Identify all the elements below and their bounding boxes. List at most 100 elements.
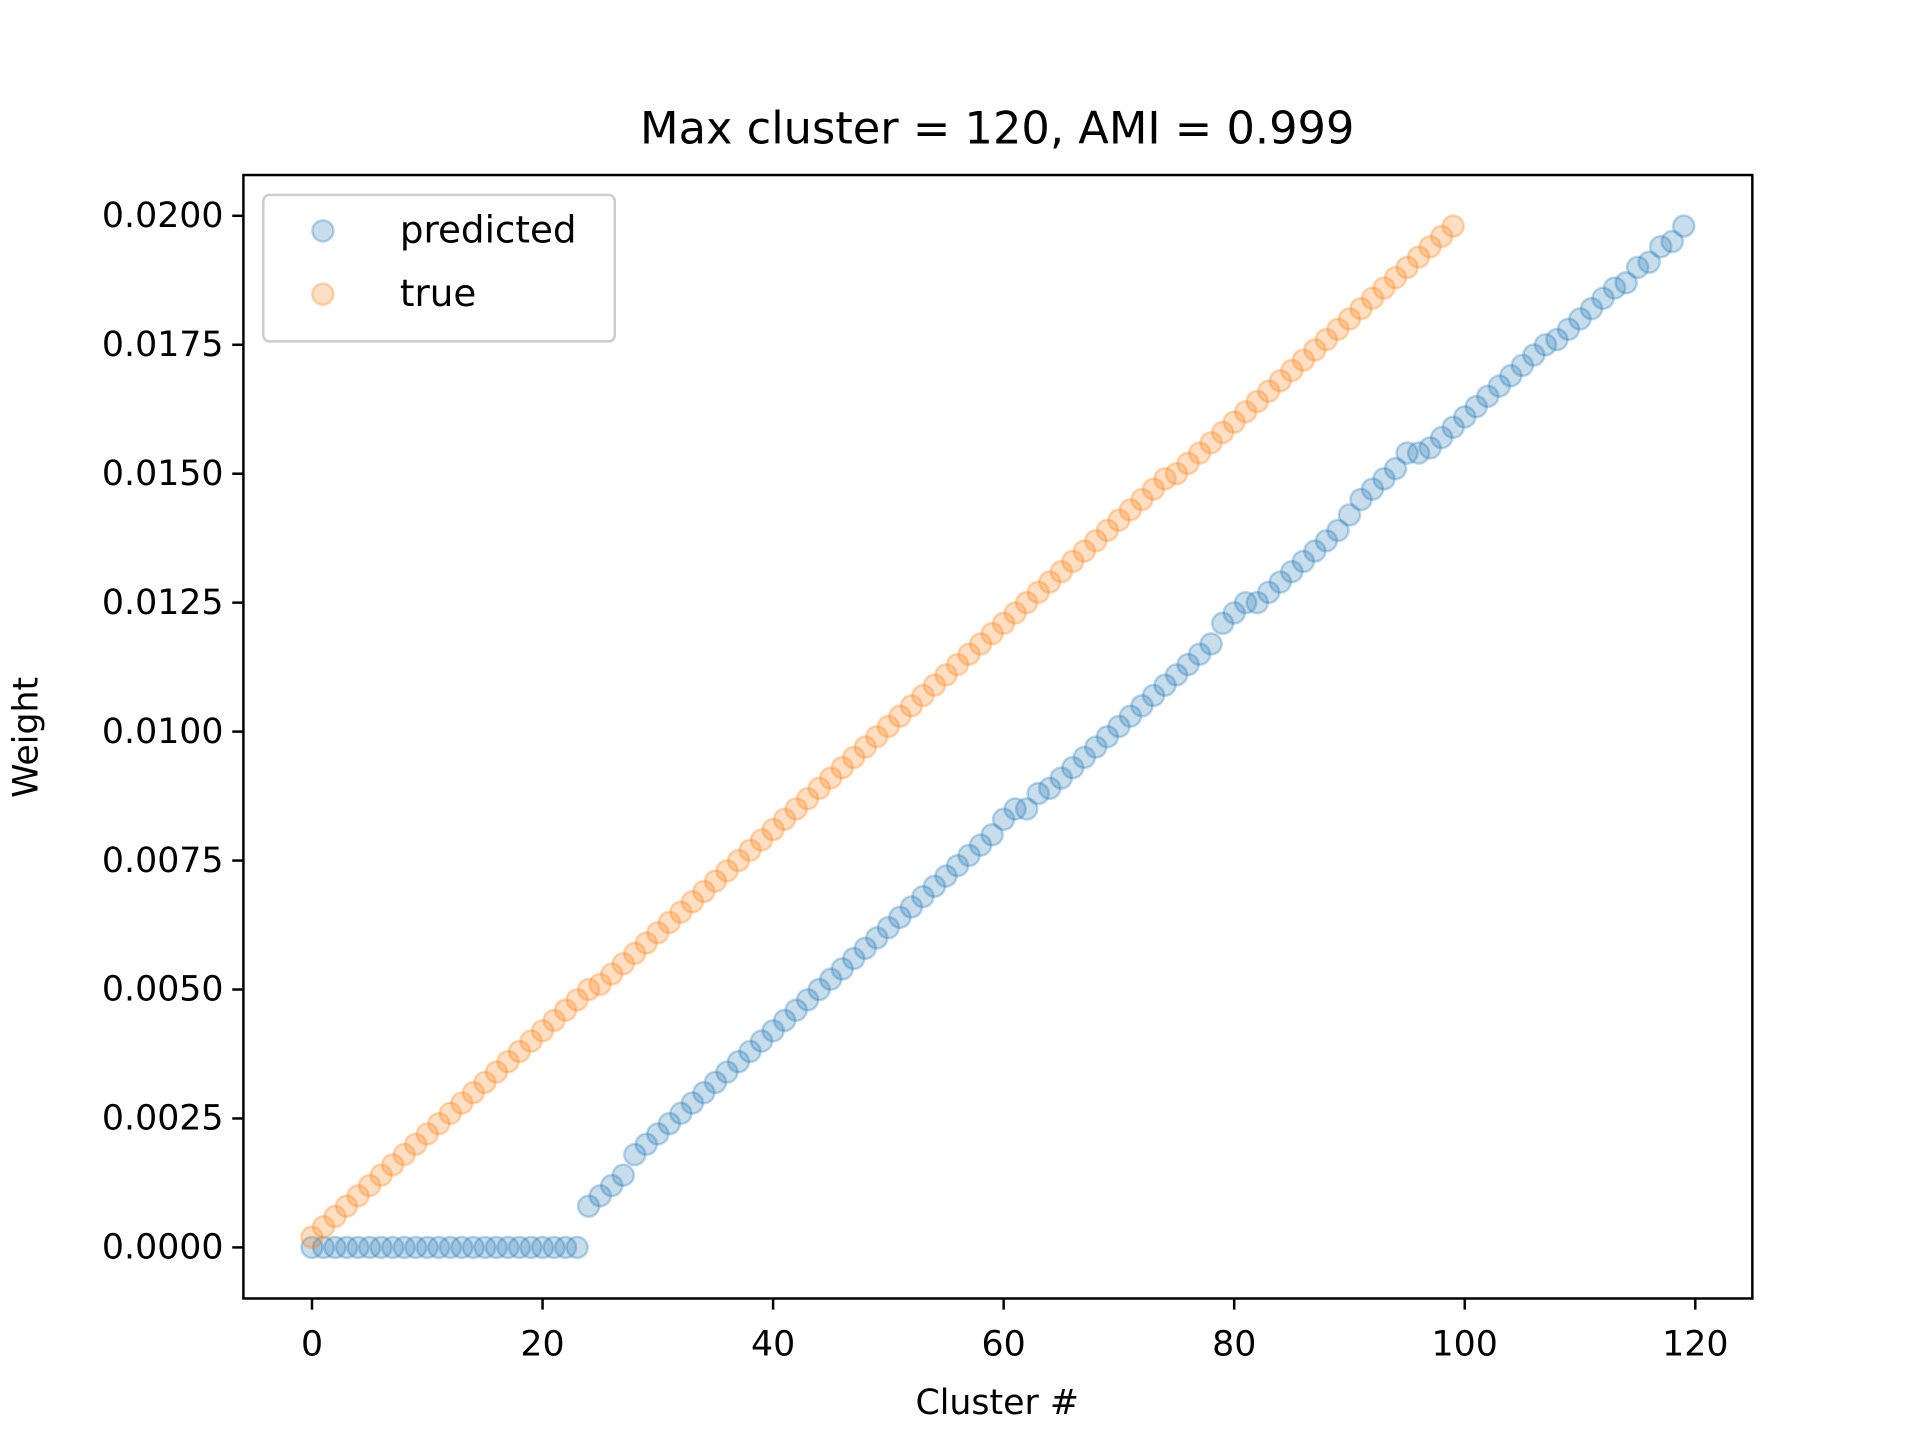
y-tick-label: 0.0125 — [102, 583, 224, 623]
point — [1187, 441, 1212, 465]
point — [865, 926, 889, 950]
point — [646, 920, 670, 945]
point — [1153, 467, 1177, 491]
point — [380, 1153, 405, 1177]
point — [888, 704, 912, 728]
point — [1441, 214, 1466, 238]
point — [300, 1235, 324, 1260]
point — [1268, 369, 1293, 393]
point — [1291, 549, 1316, 574]
point — [1326, 518, 1350, 543]
point — [865, 724, 889, 749]
point — [1579, 296, 1604, 321]
point — [715, 859, 739, 883]
point — [1395, 255, 1419, 280]
point — [622, 1142, 647, 1167]
point — [346, 1184, 370, 1208]
point — [622, 941, 647, 966]
point — [1522, 343, 1546, 367]
point — [450, 1235, 474, 1260]
point — [1233, 400, 1258, 424]
point — [1452, 405, 1477, 429]
point — [761, 817, 785, 842]
point — [772, 1008, 797, 1033]
point — [715, 1060, 739, 1084]
x-tick-label: 80 — [1212, 1325, 1256, 1365]
point — [1107, 508, 1131, 532]
point — [1337, 307, 1362, 331]
point — [1383, 265, 1408, 290]
point — [438, 1101, 463, 1126]
x-tick-label: 100 — [1432, 1325, 1498, 1365]
point — [1014, 590, 1039, 615]
y-tick-label: 0.0200 — [102, 196, 224, 236]
point — [553, 998, 578, 1022]
point — [692, 1080, 716, 1105]
y-axis-label: Weight — [6, 677, 46, 798]
point — [876, 714, 901, 739]
point — [1291, 348, 1316, 373]
point — [818, 766, 843, 790]
point — [853, 735, 878, 759]
point — [1303, 338, 1327, 362]
point — [922, 673, 947, 697]
point — [1418, 436, 1442, 460]
legend-marker — [311, 219, 335, 243]
point — [818, 967, 843, 991]
point — [392, 1235, 417, 1260]
point — [588, 972, 612, 997]
point — [415, 1122, 440, 1146]
point — [565, 988, 589, 1012]
point — [703, 869, 728, 893]
point — [1118, 704, 1143, 728]
point — [565, 1235, 589, 1260]
point — [980, 822, 1004, 847]
point — [1176, 451, 1200, 476]
point — [1084, 528, 1108, 553]
point — [669, 900, 693, 924]
point — [1360, 286, 1385, 311]
point — [1164, 663, 1189, 687]
point — [403, 1132, 428, 1157]
point — [1164, 461, 1189, 486]
point — [807, 776, 832, 801]
point — [1095, 724, 1120, 749]
point — [611, 951, 636, 976]
point — [1648, 234, 1673, 259]
point — [1199, 632, 1223, 656]
point — [1061, 755, 1085, 780]
point — [991, 611, 1016, 636]
y-tick-label: 0.0100 — [102, 712, 224, 752]
legend-box — [262, 193, 616, 343]
point — [1268, 570, 1293, 594]
point — [1533, 332, 1558, 357]
point — [1395, 441, 1419, 465]
point — [1072, 745, 1097, 770]
point — [968, 833, 993, 857]
point — [841, 745, 866, 770]
legend-label: predicted — [400, 208, 577, 252]
point — [680, 890, 705, 914]
point — [1671, 214, 1696, 238]
point — [530, 1235, 555, 1260]
point — [1199, 430, 1223, 455]
point — [334, 1194, 359, 1218]
point — [1107, 714, 1131, 739]
point — [1210, 611, 1235, 636]
point — [738, 1039, 762, 1064]
point — [484, 1235, 509, 1260]
point — [784, 998, 808, 1022]
point — [922, 874, 947, 899]
point — [542, 1008, 566, 1033]
point — [553, 1235, 578, 1260]
x-tick-label: 120 — [1662, 1325, 1728, 1365]
point — [784, 797, 808, 821]
point — [703, 1070, 728, 1095]
point — [1637, 250, 1661, 275]
point — [853, 936, 878, 961]
y-tick-label: 0.0025 — [102, 1099, 224, 1139]
point — [599, 1173, 624, 1198]
point — [657, 910, 682, 935]
y-tick-label: 0.0175 — [102, 325, 224, 365]
point — [1360, 477, 1385, 501]
